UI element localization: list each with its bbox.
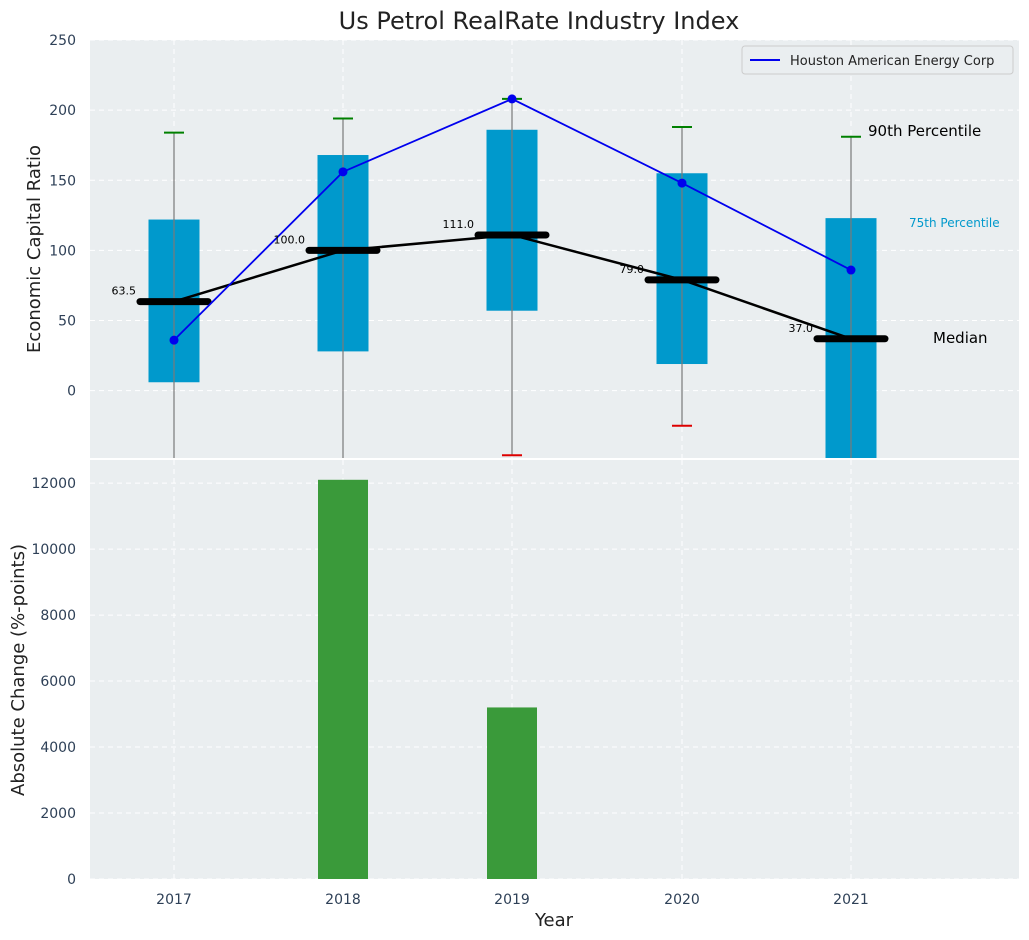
top-panel: 0 50 100 150 200 250 63.5 100.0 111.0 79.0 37.0 E…	[24, 33, 1019, 458]
bar-2019	[487, 707, 537, 879]
top-y-tick-label: 150	[49, 173, 76, 189]
bottom-y-tick-label: 0	[67, 872, 76, 888]
median-annotation: Median	[933, 329, 988, 347]
bottom-y-tick-label: 4000	[40, 740, 76, 756]
x-tick-label: 2019	[494, 892, 530, 908]
series-point-2017	[169, 335, 179, 345]
x-axis-label: Year	[534, 910, 574, 931]
median-label-group: 63.5 100.0 111.0 79.0 37.0	[112, 218, 814, 335]
legend-label: Houston American Energy Corp	[790, 54, 994, 69]
series-point-2020	[677, 178, 687, 188]
median-group	[136, 231, 889, 343]
x-tick-label: 2021	[833, 892, 869, 908]
top-y-tick-labels: 0 50 100 150 200 250	[49, 33, 76, 400]
median-value-label: 111.0	[443, 218, 475, 231]
bottom-plot-area	[90, 460, 1019, 879]
median-value-label: 63.5	[112, 285, 137, 298]
p90-annotation: 90th Percentile	[868, 122, 981, 140]
series-group	[169, 94, 856, 345]
x-tick-label: 2020	[664, 892, 700, 908]
series-point-2021	[846, 265, 856, 275]
top-y-axis-label: Economic Capital Ratio	[24, 145, 45, 353]
bottom-y-tick-label: 8000	[40, 608, 76, 624]
legend-box	[741, 45, 1014, 75]
p75-annotation: 75th Percentile	[909, 216, 1000, 230]
top-y-tick-label: 0	[67, 384, 76, 400]
median-value-label: 79.0	[620, 263, 645, 276]
series-point-2018	[338, 167, 348, 177]
legend: Houston American Energy Corp	[741, 45, 1014, 75]
chart-title: Us Petrol RealRate Industry Index	[339, 7, 740, 35]
bottom-y-tick-label: 2000	[40, 806, 76, 822]
series-point-2019	[507, 94, 517, 104]
top-y-tick-label: 200	[49, 103, 76, 119]
top-plot-area	[90, 40, 1019, 458]
bottom-y-tick-labels: 0 2000 4000 6000 8000 10000 12000	[31, 476, 76, 888]
median-value-label: 37.0	[789, 322, 814, 335]
top-y-tick-label: 250	[49, 33, 76, 49]
bottom-y-tick-label: 10000	[31, 542, 76, 558]
bottom-panel: 0 2000 4000 6000 8000 10000 12000 2017 2018 2019…	[8, 460, 1019, 931]
bottom-y-axis-label: Absolute Change (%-points)	[8, 544, 29, 796]
top-y-tick-label: 100	[49, 243, 76, 259]
bottom-y-tick-label: 12000	[31, 476, 76, 492]
x-tick-labels: 2017 2018 2019 2020 2021	[156, 892, 869, 908]
x-tick-label: 2018	[325, 892, 361, 908]
median-value-label: 100.0	[274, 233, 306, 246]
bar-group	[318, 479, 537, 879]
x-tick-label: 2017	[156, 892, 192, 908]
bottom-y-tick-label: 6000	[40, 674, 76, 690]
top-y-tick-label: 50	[58, 314, 76, 330]
bar-2018	[318, 479, 368, 879]
